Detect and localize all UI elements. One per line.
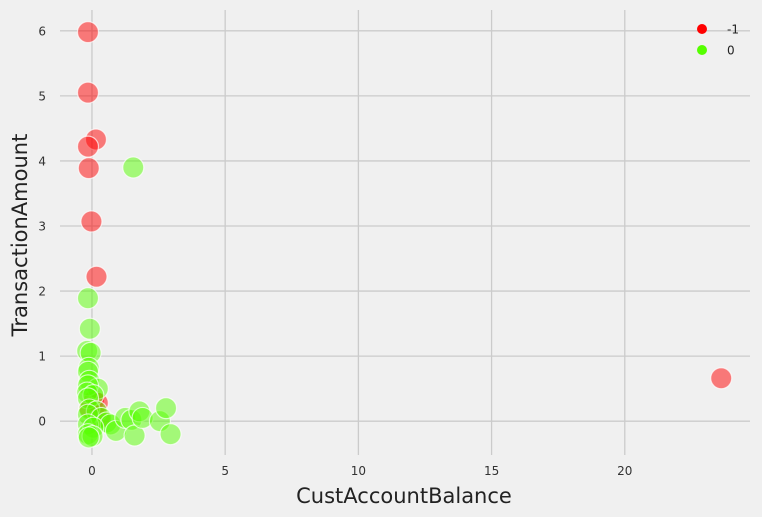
- point-series-0: [122, 156, 145, 179]
- point-series--1: [76, 81, 100, 104]
- point-series-0: [77, 426, 100, 449]
- x-tick-label: 15: [484, 464, 499, 478]
- point-series--1: [80, 210, 103, 233]
- x-axis-label: CustAccountBalance: [296, 484, 512, 508]
- legend-marker: [697, 45, 707, 55]
- grid-lines: [60, 10, 750, 455]
- y-tick-label: 4: [38, 154, 46, 168]
- point-series--1: [76, 135, 100, 158]
- y-tick-label: 5: [38, 89, 46, 103]
- point-series-0: [78, 317, 101, 340]
- y-tick-label: 6: [38, 24, 46, 38]
- y-axis-label: TransactionAmount: [8, 134, 32, 338]
- point-series-0: [76, 287, 100, 310]
- point-series--1: [710, 367, 733, 390]
- y-tick-label: 3: [38, 219, 46, 233]
- point-series-0: [159, 423, 182, 446]
- legend-label: 0: [727, 44, 735, 58]
- y-tick-label: 1: [38, 350, 46, 364]
- x-tick-label: 0: [88, 464, 96, 478]
- y-tick-label: 2: [38, 285, 46, 299]
- tick-labels: 0 5 10 15 20 0 1 2 3 4 5 6: [38, 24, 632, 478]
- legend: -1 0: [697, 23, 739, 58]
- legend-marker: [697, 24, 707, 34]
- legend-label: -1: [727, 23, 739, 37]
- x-tick-label: 10: [351, 464, 366, 478]
- point-series--1: [85, 265, 108, 288]
- data-points: [76, 21, 733, 449]
- y-tick-label: 0: [38, 415, 46, 429]
- x-tick-label: 5: [221, 464, 229, 478]
- x-tick-label: 20: [617, 464, 632, 478]
- point-series--1: [76, 21, 100, 44]
- point-series-0: [154, 397, 178, 420]
- point-series--1: [77, 156, 100, 180]
